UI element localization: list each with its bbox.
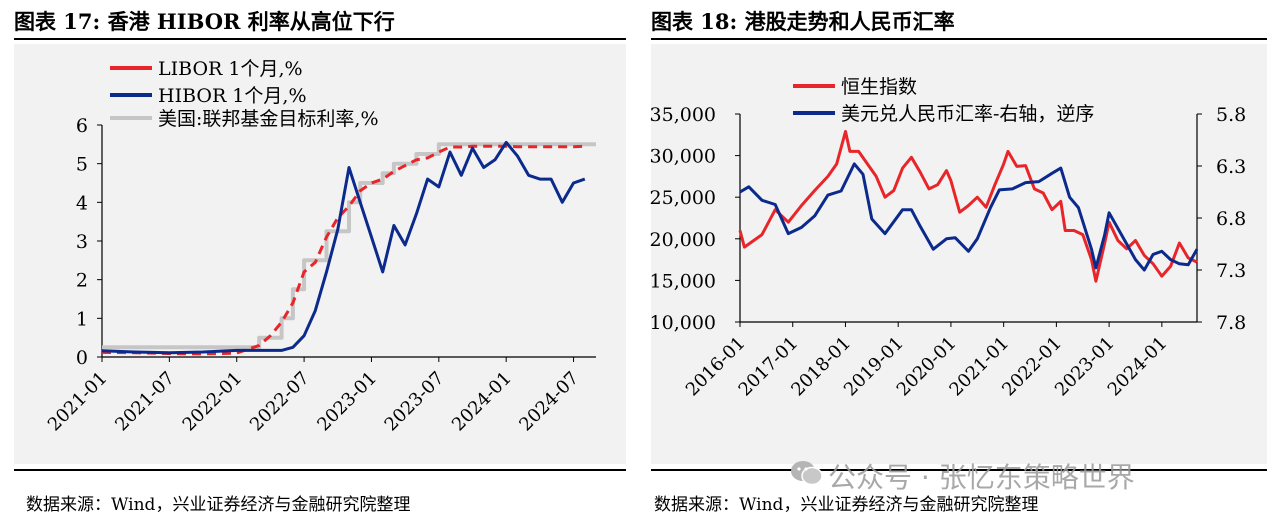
left-series-line-0 (101, 144, 585, 356)
right-source-note: 数据来源：Wind，兴业证券经济与金融研究院整理 (654, 495, 1039, 515)
right-legend-label-0: 恒生指数 (841, 76, 917, 98)
right-y-tick-label: 10,000 (650, 312, 716, 334)
left-legend-label-0: LIBOR 1个月,% (158, 58, 303, 80)
hsi-cny-chart: 10,000 15,000 20,000 25,000 30,000 35,000 5.8 6… (650, 76, 1247, 400)
left-y-tick-label: 4 (76, 192, 88, 214)
right-bottom-rule (651, 469, 1267, 471)
right-series-line-0 (738, 130, 1198, 283)
left-figure-title: 图表 17: 香港 HIBOR 利率从高位下行 (14, 9, 395, 34)
right-y-tick-label: 30,000 (650, 146, 716, 168)
left-legend-label-2: 美国:联邦基金目标利率,% (158, 108, 379, 130)
left-source-note: 数据来源：Wind，兴业证券经济与金融研究院整理 (26, 495, 411, 515)
left-y-tick-label: 3 (76, 231, 88, 253)
right-y2-tick-label: 6.8 (1216, 208, 1246, 230)
left-y-tick-label: 6 (76, 115, 88, 137)
left-y-tick-label: 5 (76, 154, 88, 176)
left-series-line-2 (102, 142, 596, 350)
right-y2-tick-label: 5.8 (1216, 104, 1246, 126)
right-title-rule (651, 38, 1267, 40)
right-figure-title: 图表 18: 港股走势和人民币汇率 (651, 9, 955, 34)
left-series-line-1 (101, 140, 586, 355)
left-y-tick-label: 1 (76, 308, 88, 330)
right-y-tick-label: 20,000 (650, 229, 716, 251)
right-series-line-1 (739, 162, 1199, 272)
wechat-icon (791, 461, 823, 486)
right-y-tick-label: 25,000 (650, 187, 716, 209)
left-bottom-rule (14, 469, 626, 471)
right-y-tick-label: 15,000 (650, 270, 716, 292)
right-y2-tick-label: 6.3 (1216, 156, 1246, 178)
right-legend-label-1: 美元兑人民币汇率-右轴，逆序 (841, 103, 1094, 125)
left-y-tick-label: 2 (76, 270, 88, 292)
watermark-text: 公众号 · 张忆东策略世界 (828, 461, 1135, 494)
left-legend-label-1: HIBOR 1个月,% (158, 85, 307, 107)
left-title-rule (14, 38, 626, 40)
right-y-tick-label: 35,000 (650, 104, 716, 126)
right-y2-tick-label: 7.8 (1216, 312, 1246, 334)
left-y-tick-label: 0 (76, 347, 88, 369)
right-y2-tick-label: 7.3 (1216, 260, 1246, 282)
